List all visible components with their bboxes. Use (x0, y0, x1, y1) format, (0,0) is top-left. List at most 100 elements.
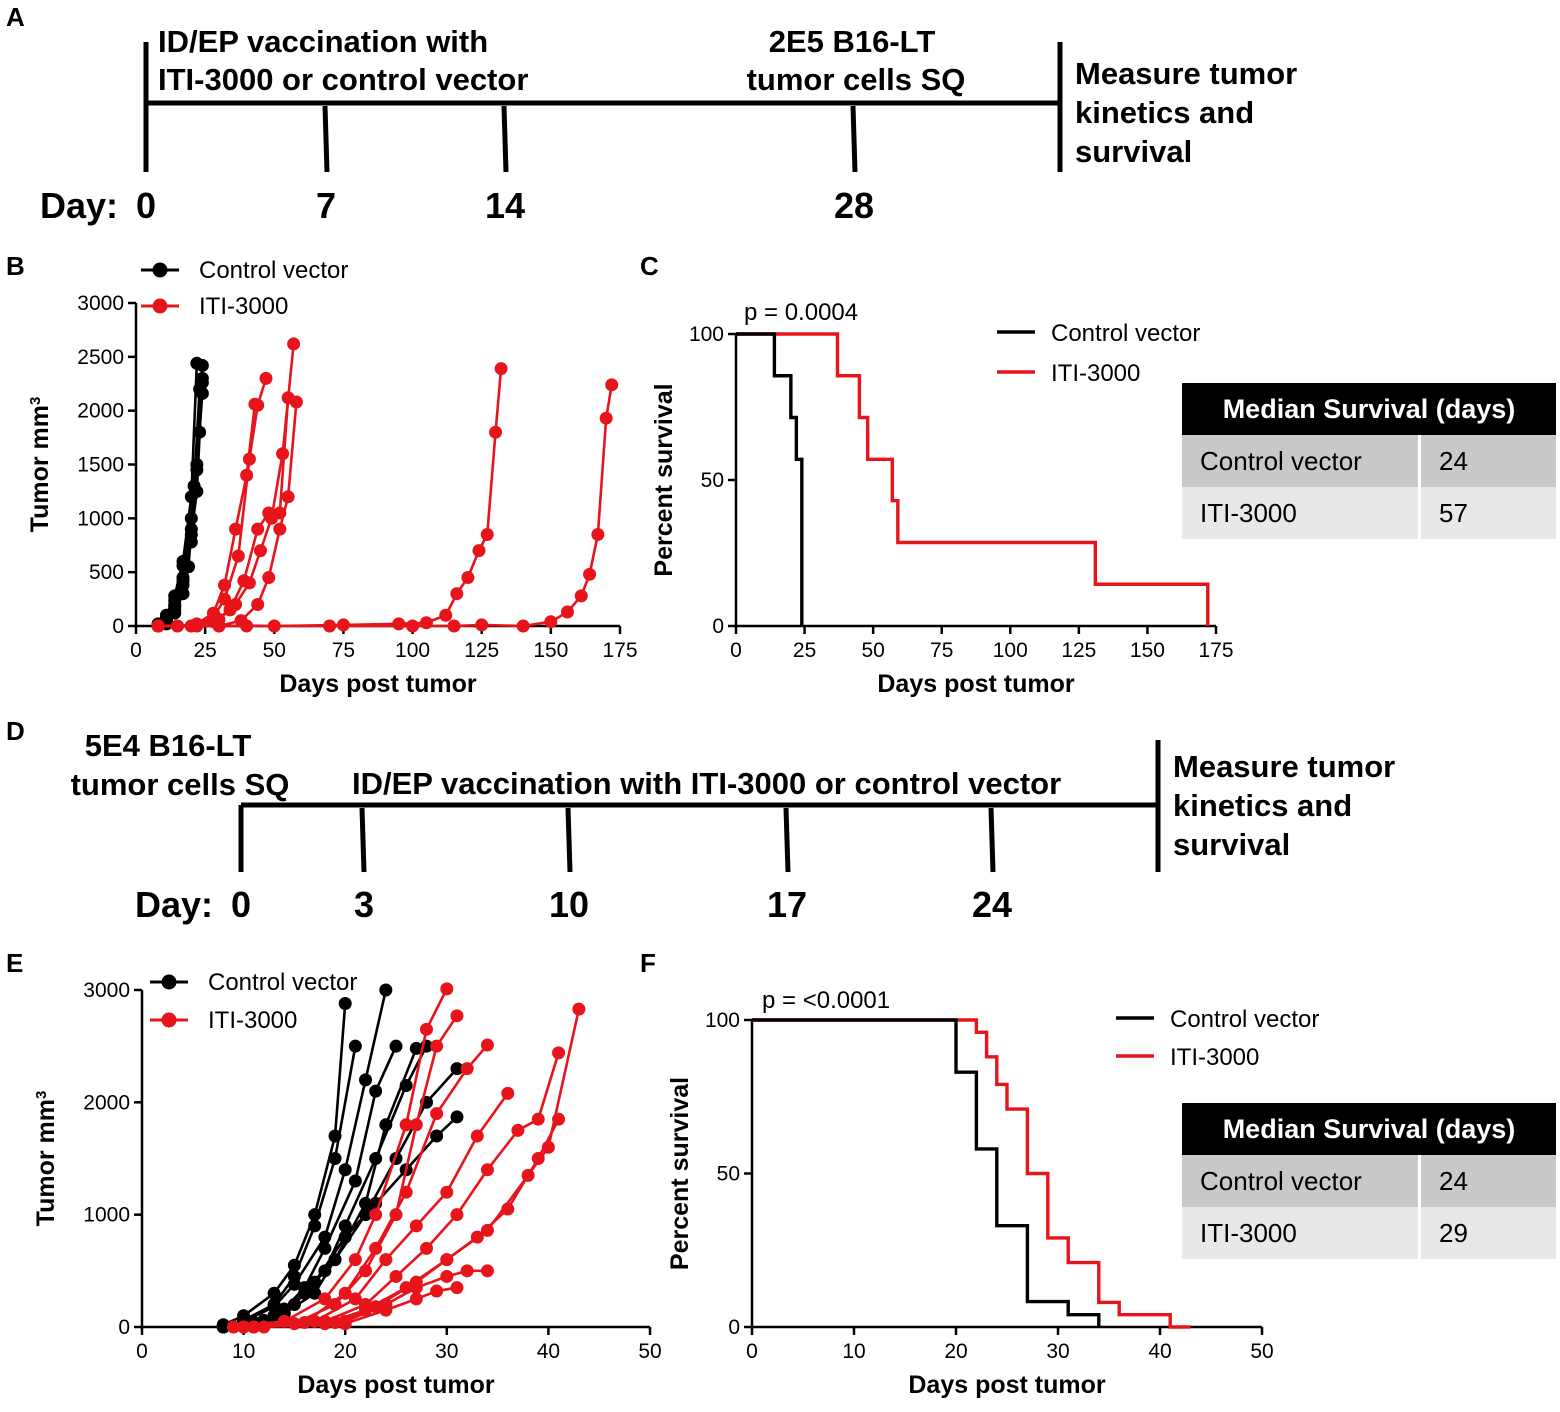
chart-e-data-point-iti (348, 1253, 362, 1267)
chart-e-data-point-control (450, 1110, 464, 1124)
chart-c-y-tick-label: 0 (712, 615, 724, 638)
timeline-d-day-label: Day: (135, 884, 213, 925)
chart-b-y-tick-label: 1500 (77, 454, 124, 477)
chart-e-data-point-iti (409, 1118, 423, 1132)
chart-e-data-point-iti (338, 1286, 352, 1300)
chart-e-data-point-control (389, 1039, 403, 1053)
timeline-a-end-line3: survival (1075, 134, 1192, 169)
chart-f-x-tick-label: 50 (1250, 1340, 1273, 1363)
chart-e-data-point-iti (419, 1241, 433, 1255)
timeline-d-vax-text: ID/EP vaccination with ITI-3000 or contr… (352, 766, 1061, 801)
chart-c-survival-curve-iti (736, 332, 1210, 626)
chart-e-data-point-iti (572, 1002, 586, 1016)
chart-b-data-point-control (195, 371, 209, 385)
chart-b-y-tick-label: 1000 (77, 507, 124, 530)
chart-e-data-point-control (328, 1152, 342, 1165)
chart-b-data-point-iti (544, 615, 558, 629)
timeline-a-vax-line2: ITI-3000 or control vector (158, 62, 528, 97)
chart-b-data-point-iti (289, 395, 303, 409)
chart-b-data-point-iti (240, 619, 254, 633)
table-row: Control vector 24 (1182, 435, 1556, 487)
chart-b-data-point-iti (406, 619, 420, 633)
table-row: ITI-3000 29 (1182, 1207, 1556, 1259)
chart-f-y-axis-label: Percent survival (666, 1077, 694, 1270)
chart-e-data-point-iti (511, 1123, 525, 1137)
chart-b-data-point-iti (323, 619, 337, 633)
chart-b-data-point-iti (229, 597, 243, 611)
chart-e-data-point-control (338, 1219, 352, 1233)
chart-b-x-tick-label: 125 (464, 639, 499, 662)
chart-b-series-line-iti (158, 368, 503, 628)
timeline-d-day-10: 10 (549, 884, 589, 925)
chart-c-y-tick-label: 100 (689, 323, 724, 346)
chart-b-data-point-iti (439, 608, 453, 622)
timeline-a-end-line2: kinetics and (1075, 95, 1254, 130)
chart-b-legend-marker-control (152, 262, 168, 278)
chart-e-x-tick-label: 10 (232, 1340, 255, 1363)
chart-e-data-point-iti (480, 1264, 494, 1278)
chart-b-x-axis-label: Days post tumor (279, 670, 477, 698)
chart-f-survival-curve-iti (752, 1018, 1191, 1329)
chart-e-data-point-iti (440, 1185, 454, 1199)
timeline-a-tick-28 (850, 105, 858, 173)
median-table-f-value: 24 (1418, 1155, 1556, 1207)
chart-e-data-point-iti (399, 1185, 413, 1199)
timeline-a-tumor-line1: 2E5 B16-LT (769, 24, 936, 59)
chart-e-data-point-control (287, 1277, 301, 1291)
chart-c-legend-label-control: Control vector (1051, 320, 1200, 347)
timeline-d-day-0: 0 (231, 884, 251, 925)
chart-b-data-point-control (168, 600, 182, 614)
median-table-f-group: Control vector (1182, 1155, 1418, 1207)
chart-e-x-tick-label: 40 (537, 1340, 560, 1363)
chart-c-x-axis-label: Days post tumor (877, 670, 1075, 698)
chart-b-x-tick-label: 175 (602, 639, 637, 662)
timeline-d-end-line3: survival (1173, 827, 1290, 862)
chart-e-data-point-control (409, 1041, 423, 1055)
chart-e-data-point-iti (369, 1241, 383, 1255)
chart-f-y-tick-label: 50 (717, 1163, 740, 1186)
panel-label-f: F (640, 948, 656, 978)
median-table-c-group: Control vector (1182, 435, 1418, 487)
timeline-d-tumor-line1: 5E4 B16-LT (85, 728, 252, 763)
chart-e-x-tick-label: 0 (136, 1340, 148, 1363)
chart-b-data-point-iti (450, 587, 464, 601)
chart-e-data-point-iti (552, 1046, 566, 1060)
chart-e-x-tick-label: 20 (334, 1340, 357, 1363)
chart-b-x-tick-label: 100 (395, 639, 430, 662)
timeline-d-tumor-line2: tumor cells SQ (71, 767, 290, 802)
chart-e-data-point-control (399, 1078, 413, 1092)
chart-b-x-tick-label: 25 (193, 639, 216, 662)
timeline-d-tick-10 (565, 807, 573, 873)
chart-b-data-point-iti (419, 616, 433, 630)
chart-b-y-axis-label: Tumor mm3 (26, 397, 54, 533)
chart-b-data-point-control (184, 527, 198, 541)
timeline-a-day-0: 0 (136, 185, 156, 226)
chart-e-data-point-iti (450, 1208, 464, 1222)
timeline-d-tick-24 (988, 807, 996, 873)
chart-e-data-point-iti (430, 1107, 444, 1121)
chart-e-data-point-iti (460, 1062, 474, 1076)
chart-b-data-point-control (190, 484, 204, 498)
chart-e-data-point-control (338, 1230, 352, 1244)
timeline-d-tick-17 (783, 807, 791, 873)
median-survival-table-c: Median Survival (days) Control vector 24… (1182, 383, 1556, 539)
chart-e-legend-marker-control (161, 974, 177, 990)
chart-c-x-tick-label: 150 (1130, 639, 1165, 662)
chart-e-data-point-iti (470, 1230, 484, 1244)
chart-e-data-point-iti (531, 1152, 545, 1165)
chart-b-x-tick-label: 50 (263, 639, 286, 662)
chart-b-data-point-control (195, 358, 209, 372)
chart-b-y-tick-label: 2500 (77, 346, 124, 369)
chart-e-data-point-control (450, 1062, 464, 1076)
median-table-c-group: ITI-3000 (1182, 487, 1418, 539)
chart-b-data-point-iti (253, 544, 267, 558)
chart-b-data-point-iti (605, 378, 619, 392)
chart-b-data-point-iti (273, 522, 287, 536)
chart-e-data-point-control (216, 1320, 230, 1334)
timeline-a-day-28: 28 (834, 185, 874, 226)
chart-b-data-point-control (176, 574, 190, 588)
chart-e-data-point-iti (430, 1039, 444, 1053)
chart-e-data-point-iti (440, 1269, 454, 1283)
chart-e-data-point-iti (379, 1303, 393, 1317)
